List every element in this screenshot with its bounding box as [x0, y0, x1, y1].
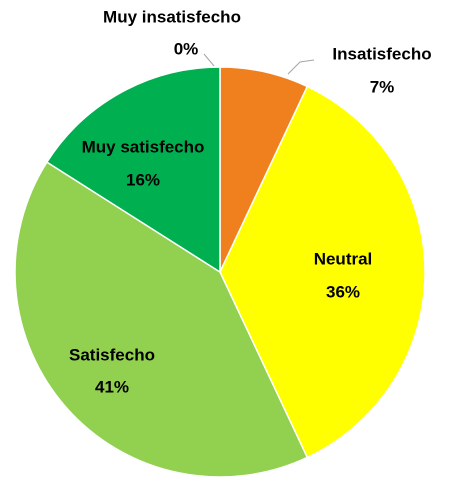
pie-slice: [14, 161, 309, 478]
category-label: Insatisfecho: [332, 44, 431, 63]
category-label: Neutral: [314, 249, 373, 268]
leader-line: [287, 59, 315, 75]
value-label: 16%: [126, 170, 160, 189]
pie-slice: [45, 66, 221, 274]
value-label: 7%: [370, 77, 395, 96]
pie-slice: [219, 85, 426, 459]
category-label: Satisfecho: [69, 345, 155, 364]
value-label: 41%: [95, 377, 129, 396]
leader-line: [203, 53, 215, 67]
category-label: Muy satisfecho: [82, 137, 205, 156]
value-label: 0%: [174, 39, 199, 58]
category-label: Muy insatisfecho: [103, 7, 241, 26]
value-label: 36%: [326, 282, 360, 301]
